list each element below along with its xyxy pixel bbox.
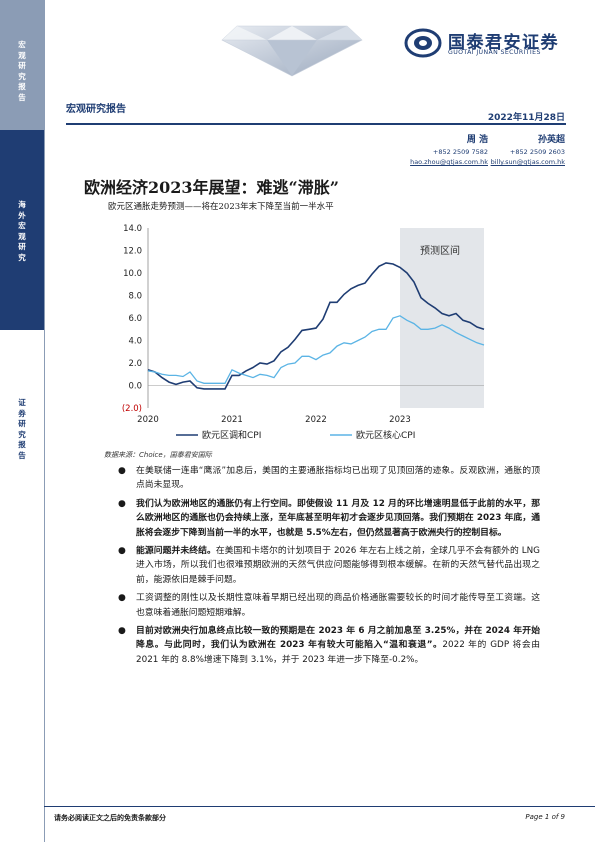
- author-phone: +852 2509 7582: [432, 148, 488, 156]
- logo-mark-icon: [404, 28, 442, 58]
- paragraph-text: 在美国和卡塔尔的计划项目于 2026 年左右上线之前，全球几乎不会有额外的 LN…: [136, 546, 540, 585]
- logo-text-en: GUOTAI JUNAN SECURITIES: [448, 49, 541, 56]
- author-email[interactable]: billy.sun@gtjas.com.hk: [490, 158, 565, 166]
- x-tick-label: 2021: [221, 415, 243, 425]
- bullet-paragraph: ● 目前对欧洲央行加息终点比较一致的预期是在 2023 年 6 月之前加息至 3.…: [108, 624, 540, 667]
- bullet-icon: ●: [118, 546, 126, 557]
- diamond-graphic: [221, 25, 363, 77]
- y-tick-label: 12.0: [123, 247, 142, 257]
- bullet-paragraph: ● 能源问题并未终结。在美国和卡塔尔的计划项目于 2026 年左右上线之前，全球几…: [108, 544, 540, 587]
- bullet-icon: ●: [118, 466, 126, 476]
- series-line: [147, 315, 485, 384]
- y-tick-label: 10.0: [123, 269, 142, 279]
- report-title: 欧洲经济2023年展望：难逃“滞胀”: [84, 178, 339, 197]
- chart-source: 数据来源：Choice，国泰君安国际: [104, 451, 212, 459]
- forecast-region: [400, 228, 484, 408]
- paragraph-text: 2022 年的 GDP 将会由 2021 年的 8.8%增速下降到 3.1%，并…: [136, 640, 540, 665]
- paragraph-bold-text: 目前对欧洲央行加息终点比较一致的预期是在 2023 年 6 月之前加息至 3.2…: [136, 626, 540, 651]
- chart-title: 欧元区通胀走势预测——将在2023年末下降至当前一半水平: [108, 202, 334, 212]
- paragraph-text: 在美联储一连串“鹰派”加息后，美国的主要通胀指标均已出现了见顶回落的迹象。反观欧…: [136, 466, 540, 491]
- x-tick-label: 2020: [137, 415, 159, 425]
- body-text: ● 在美联储一连串“鹰派”加息后，美国的主要通胀指标均已出现了见顶回落的迹象。反观…: [108, 464, 540, 671]
- paragraph-text: 工资调整的刚性以及长期性意味着早期已经出现的商品价格通胀需要较长的时间才能传导至…: [136, 593, 540, 618]
- series-line: [147, 262, 485, 390]
- footer-disclaimer: 请务必阅读正文之后的免责条款部分: [54, 814, 166, 822]
- sidebar-band-top: [0, 0, 44, 130]
- bullet-icon: ●: [118, 593, 126, 604]
- page-number: Page 1 of 9: [525, 813, 565, 821]
- legend-label: 欧元区调和CPI: [202, 429, 261, 441]
- y-tick-label: 0.0: [128, 382, 142, 392]
- bullet-paragraph: ● 工资调整的刚性以及长期性意味着早期已经出现的商品价格通胀需要较长的时间才能传导…: [108, 591, 540, 620]
- x-tick-label: 2022: [305, 415, 327, 425]
- author-email[interactable]: hao.zhou@gtjas.com.hk: [410, 158, 488, 166]
- sidebar-divider: [44, 0, 45, 842]
- y-tick-label: 6.0: [128, 314, 142, 324]
- logo-text-cn: 国泰君安证券: [448, 33, 559, 53]
- author-name: 孙英超: [537, 135, 565, 145]
- y-tick-label: (2.0): [122, 404, 142, 414]
- author-name: 周 浩: [466, 135, 488, 145]
- bullet-icon: ●: [118, 626, 126, 637]
- sidebar-section-label: 海外宏观研究: [18, 200, 26, 262]
- author-block: 孙英超 +852 2509 2603 billy.sun@gtjas.com.h…: [491, 134, 565, 167]
- report-date: 2022年11月28日: [487, 113, 565, 123]
- author-block: 周 浩 +852 2509 7582 hao.zhou@gtjas.com.hk: [410, 134, 488, 167]
- y-tick-label: 14.0: [123, 224, 142, 234]
- y-tick-label: 8.0: [128, 292, 142, 302]
- paragraph-bold-text: 我们认为欧洲地区的通胀仍有上行空间。即使假设 11 月及 12 月的环比增速明显…: [136, 498, 540, 538]
- bullet-icon: ●: [118, 498, 126, 509]
- report-type: 宏观研究报告: [66, 104, 126, 115]
- legend-label: 欧元区核心CPI: [356, 429, 415, 441]
- footer-rule: [44, 806, 595, 807]
- author-phone: +852 2509 2603: [509, 148, 565, 156]
- inflation-chart: 预测区间 14.0 12.0 10.0 8.0 6.0 4.0 2.0 0.0 (2.0)2020…: [122, 224, 485, 441]
- header-band: [45, 0, 595, 86]
- header-rule: [66, 123, 566, 125]
- left-sidebar: 宏观研究报告 海外宏观研究 证券研究报告: [0, 0, 44, 842]
- company-logo: 国泰君安证券 GUOTAI JUNAN SECURITIES: [400, 26, 580, 66]
- y-tick-label: 4.0: [128, 337, 142, 347]
- y-tick-label: 2.0: [128, 359, 142, 369]
- sidebar-section-label: 宏观研究报告: [18, 40, 26, 102]
- sidebar-band-middle: [0, 130, 44, 330]
- bullet-paragraph: ● 在美联储一连串“鹰派”加息后，美国的主要通胀指标均已出现了见顶回落的迹象。反观…: [108, 464, 540, 493]
- forecast-label: 预测区间: [420, 244, 460, 257]
- sidebar-band-bottom: [0, 330, 44, 842]
- paragraph-bold-text: 能源问题并未终结。: [136, 546, 216, 557]
- bullet-paragraph: ● 我们认为欧洲地区的通胀仍有上行空间。即使假设 11 月及 12 月的环比增速明…: [108, 497, 540, 540]
- x-tick-label: 2023: [389, 415, 411, 425]
- sidebar-section-label: 证券研究报告: [18, 398, 26, 460]
